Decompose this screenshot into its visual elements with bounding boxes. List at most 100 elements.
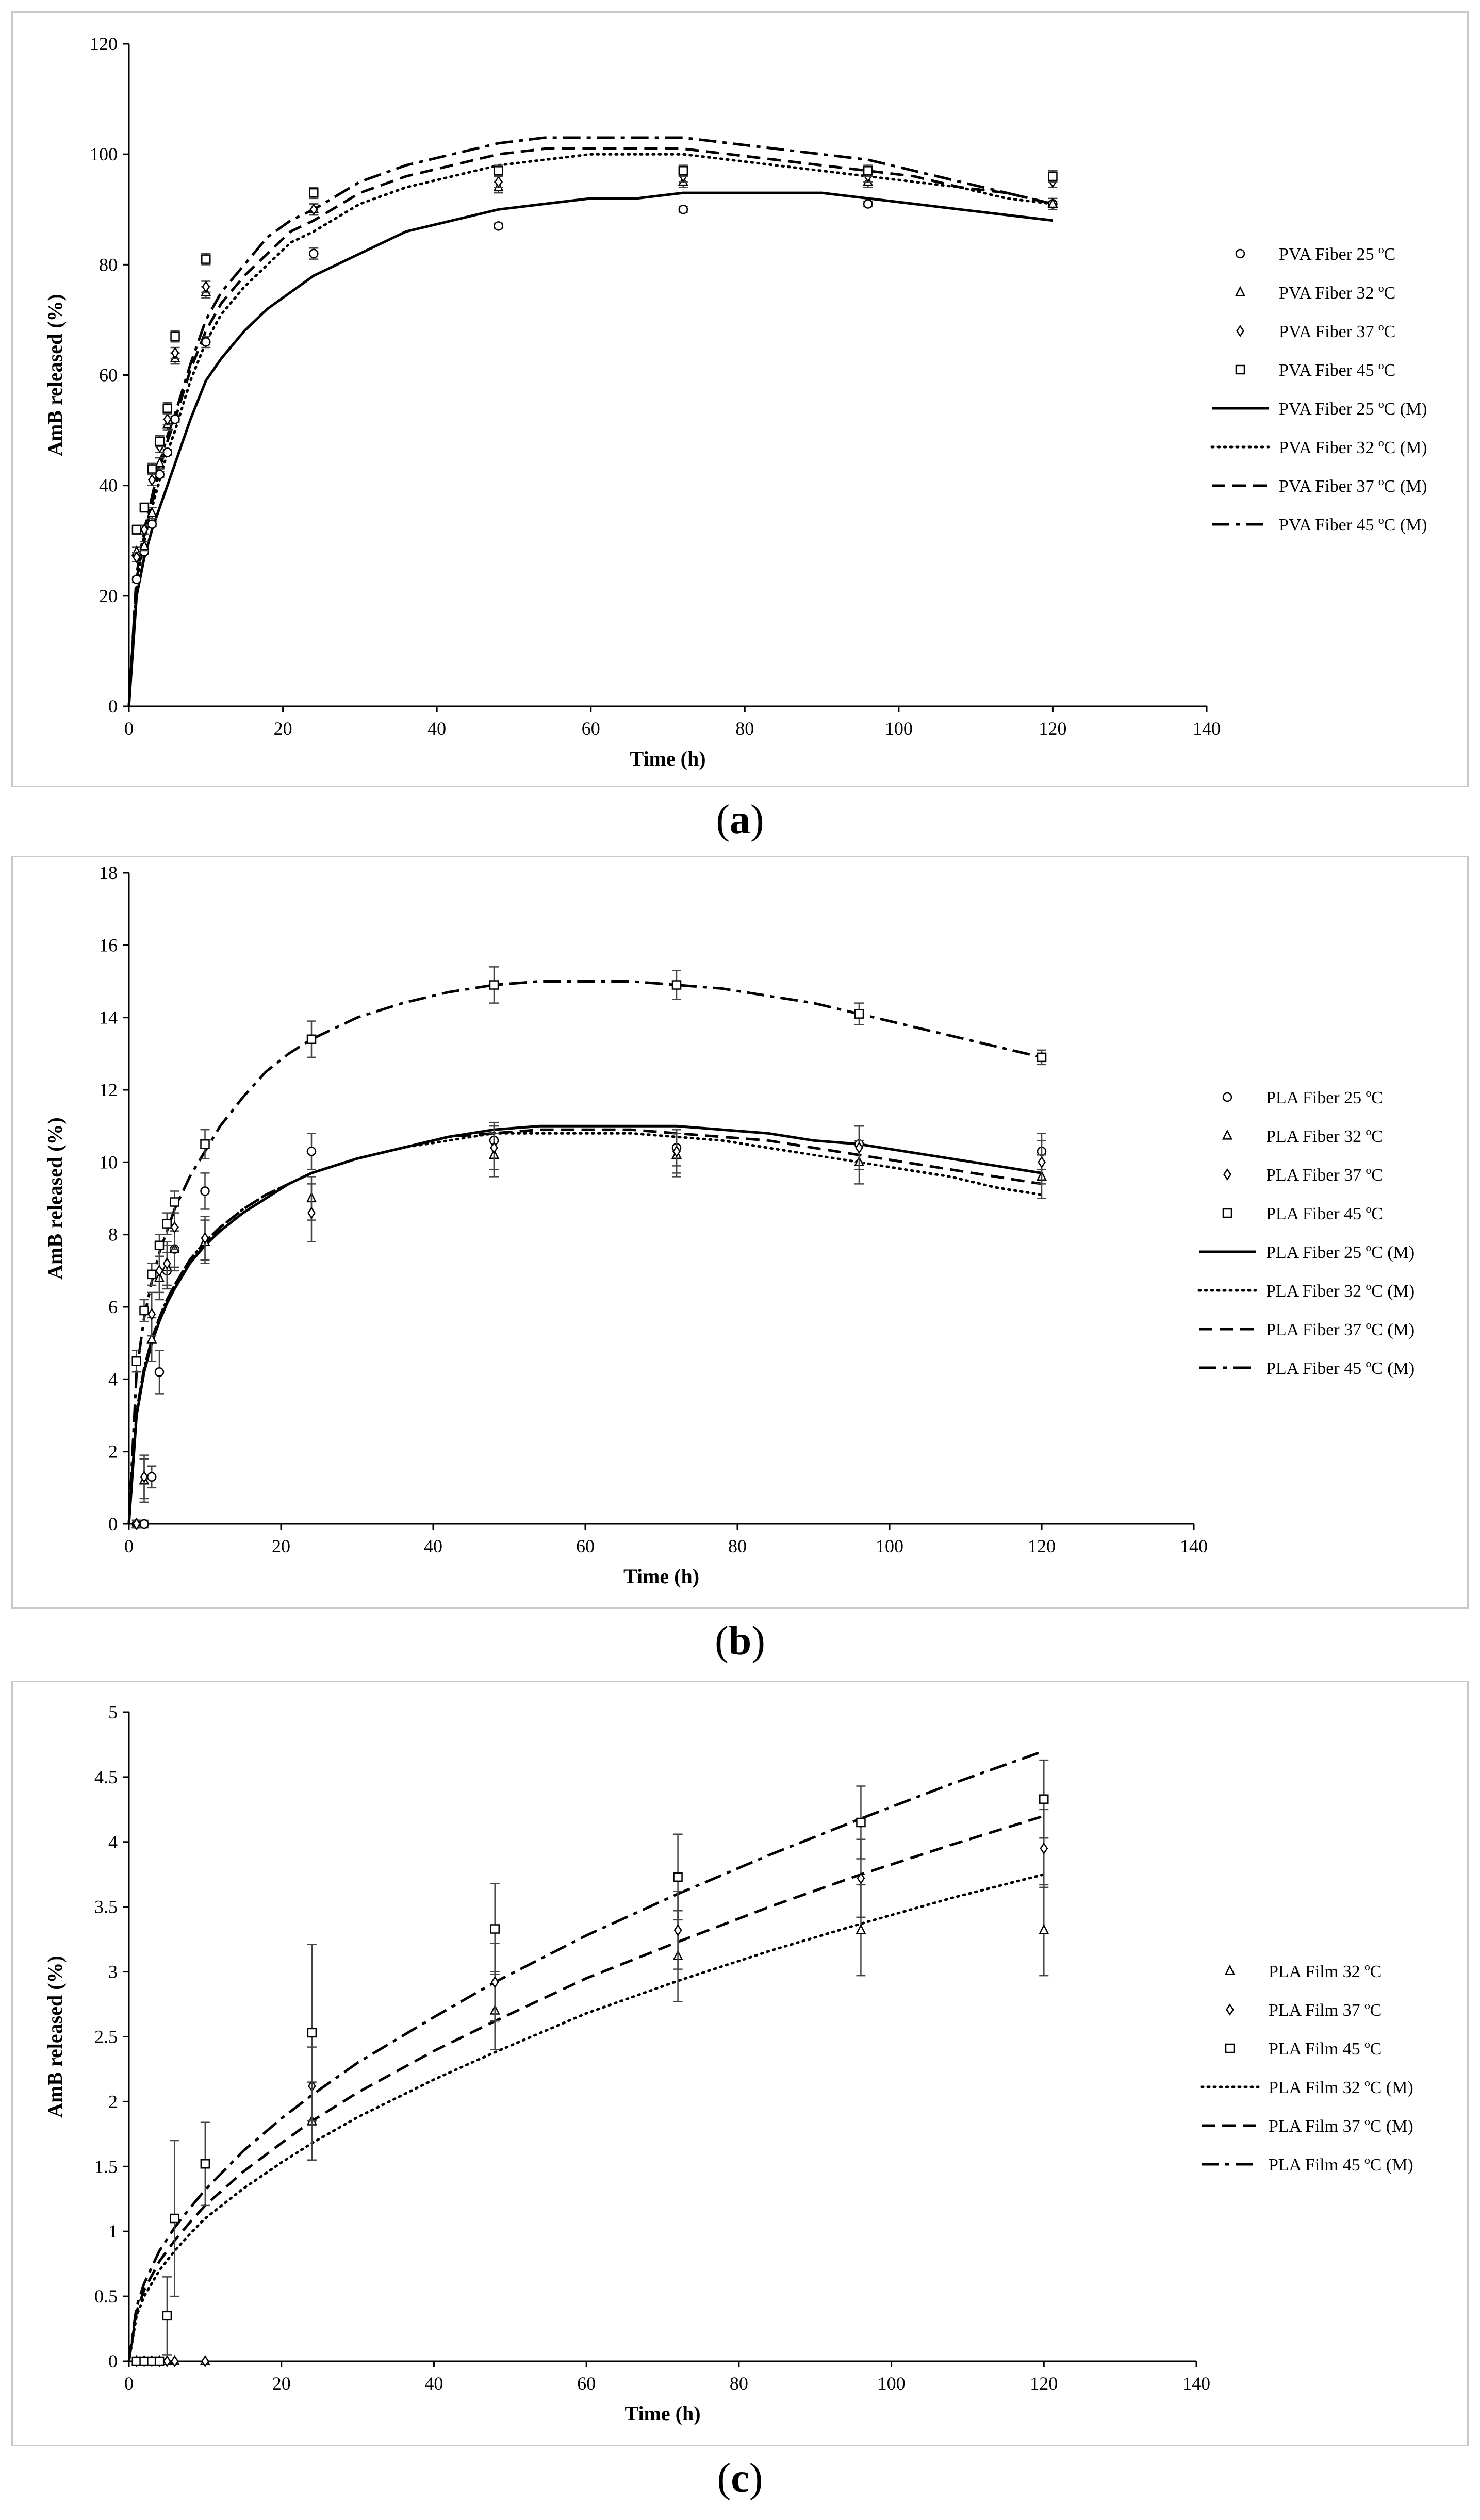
chart-b-series-3-point (170, 1197, 179, 1207)
chart-c-series-2-point (1039, 1794, 1049, 1804)
chart-a-series-5-line (127, 153, 1054, 708)
chart-c-series-1-point (857, 1872, 865, 1885)
chart-c-y-tick-label: 2 (108, 2091, 118, 2112)
chart-b-legend-3-label: PLA Fiber 45 ºC (1266, 1204, 1383, 1223)
caption-c-letter: c (731, 2456, 749, 2501)
chart-b-series-0-point (139, 1519, 149, 1529)
chart-b-series-0-point (147, 1472, 157, 1482)
chart-c-y-tick-label: 1 (108, 2221, 118, 2242)
chart-c-legend-1-label: PLA Film 37 ºC (1269, 2001, 1382, 2020)
chart-a-y-tick-label: 0 (108, 696, 118, 717)
chart-a-legend-7-label: PVA Fiber 45 ºC (M) (1279, 516, 1427, 535)
chart-b-series-0-point (306, 1147, 317, 1156)
chart-c-x-tick-label: 20 (272, 2373, 291, 2394)
chart-a-series-3-point (162, 403, 172, 413)
chart-b-legend-5-label: PLA Fiber 32 ºC (M) (1266, 1282, 1415, 1301)
chart-a-series-2-point (202, 280, 210, 293)
chart-c-legend-0-symbol (1224, 1964, 1236, 1975)
chart-b-series-3-point (162, 1219, 172, 1229)
chart-a-x-tick-label: 80 (735, 718, 754, 739)
chart-a-series-0-point (131, 574, 142, 584)
chart-b-series-2-point (155, 1264, 163, 1277)
chart-b-x-tick-label: 40 (424, 1536, 442, 1556)
chart-a-x-tick-label: 20 (274, 718, 292, 739)
chart-a-series-7-line (127, 136, 1053, 707)
chart-a-series-0-point (494, 221, 503, 231)
chart-a-series-2-point (171, 346, 179, 359)
chart-a-legend-3-symbol (1235, 364, 1245, 375)
chart-a-legend-1-label: PVA Fiber 32 ºC (1279, 284, 1395, 303)
chart-b-series-3-point (306, 1034, 317, 1045)
chart-c-x-tick-label: 120 (1030, 2373, 1058, 2394)
chart-b-y-tick-label: 6 (108, 1297, 118, 1317)
chart-b-x-tick-label: 60 (576, 1536, 595, 1556)
chart-b-x-tick-label: 0 (124, 1536, 134, 1556)
chart-a-x-tick-label: 60 (582, 718, 600, 739)
chart-a-series-1-point (154, 457, 165, 468)
chart-b-legend-2-label: PLA Fiber 37 ºC (1266, 1166, 1383, 1185)
chart-b-legend-0-symbol (1222, 1092, 1232, 1102)
chart-a-series-3-point (170, 331, 180, 341)
chart-a-series-1-point (146, 506, 157, 517)
chart-c-series-2-point (154, 2356, 165, 2366)
chart-a-series-0-point (309, 248, 319, 259)
chart-a-series-0-point (147, 519, 157, 529)
chart-b-series-2-point (140, 1470, 149, 1483)
chart-b-series-2-point (162, 1257, 171, 1270)
chart-b-series-2-point (147, 1308, 156, 1320)
chart-b-x-tick-label: 80 (728, 1536, 747, 1556)
chart-a-series-3-point (678, 166, 688, 176)
chart-a-svg: 0 20 40 60 80 100 120 140 0 20 40 60 80 100 120 Time (h… (43, 34, 1427, 770)
chart-a-legend-0-symbol (1235, 248, 1245, 259)
chart-b-series-2-point (855, 1141, 863, 1154)
chart-b-series-3-point (671, 980, 682, 990)
chart-b-series-0-point (200, 1186, 210, 1196)
chart-a-y-tick-label: 120 (90, 34, 118, 54)
chart-a-x-axis-label: Time (h) (630, 747, 705, 770)
chart-c-series-2-point (673, 1872, 683, 1882)
chart-b-y-axis-label: AmB released (%) (43, 1117, 67, 1280)
chart-b-legend-2-symbol (1223, 1168, 1231, 1181)
chart-a-series-2-point (494, 175, 503, 188)
chart-a-series-3-point (494, 166, 503, 176)
chart-b-x-tick-label: 120 (1028, 1536, 1056, 1556)
chart-b-series-2-point (132, 1518, 141, 1530)
chart-b-series-2-point (1038, 1156, 1046, 1169)
chart-a-series-0-point (201, 337, 211, 347)
chart-b-legend-1-symbol (1222, 1129, 1233, 1140)
chart-b-y-tick-label: 8 (108, 1224, 118, 1245)
chart-c-series-2-point (856, 1817, 866, 1828)
chart-c-legend-2-label: PLA Film 45 ºC (1269, 2040, 1382, 2059)
chart-a-y-tick-label: 80 (99, 254, 118, 275)
chart-b-series-7-line (127, 980, 1042, 1524)
chart-b-y-tick-label: 12 (99, 1080, 118, 1100)
chart-a-series-0-point (162, 447, 172, 457)
caption-a: (a) (716, 797, 764, 842)
chart-c-legend-4-label: PLA Film 37 ºC (M) (1269, 2117, 1413, 2136)
chart-b-svg: 0 20 40 60 80 100 120 140 0 2 4 6 8 10 12 14 16 18 Time (h… (43, 863, 1415, 1588)
chart-b-legend-6-label: PLA Fiber 37 ºC (M) (1266, 1320, 1415, 1339)
chart-a-y-tick-label: 40 (99, 475, 118, 496)
chart-b-y-tick-label: 18 (99, 863, 118, 883)
chart-c-series-1-point (201, 2355, 209, 2367)
chart-b-series-0-point (154, 1367, 165, 1377)
chart-a-legend-0-label: PVA Fiber 25 ºC (1279, 245, 1395, 264)
chart-b-x-tick-label: 20 (272, 1536, 290, 1556)
chart-a-x-tick-label: 100 (885, 718, 913, 739)
chart-b-legend-7-label: PLA Fiber 45 ºC (M) (1266, 1359, 1415, 1378)
chart-c-x-tick-label: 140 (1182, 2373, 1210, 2394)
chart-c-x-tick-label: 40 (424, 2373, 443, 2394)
caption-b: (b) (715, 1618, 765, 1664)
caption-c: (c) (717, 2456, 763, 2501)
chart-a-series-0-point (678, 205, 688, 214)
chart-a-legend-3-label: PVA Fiber 45 ºC (1279, 361, 1395, 380)
chart-a-legend-2-label: PVA Fiber 37 ºC (1279, 322, 1395, 341)
chart-a-y-tick-label: 100 (90, 144, 118, 164)
chart-b-series-3-point (131, 1356, 141, 1366)
chart-c-series-2-point (170, 2213, 179, 2224)
chart-c-x-tick-label: 80 (730, 2373, 748, 2394)
chart-b-series-3-point (1037, 1052, 1047, 1063)
chart-c-series-4-line (127, 1815, 1045, 2362)
chart-b-series-6-line (127, 1128, 1042, 1524)
chart-c-series-2-point (307, 2028, 317, 2038)
